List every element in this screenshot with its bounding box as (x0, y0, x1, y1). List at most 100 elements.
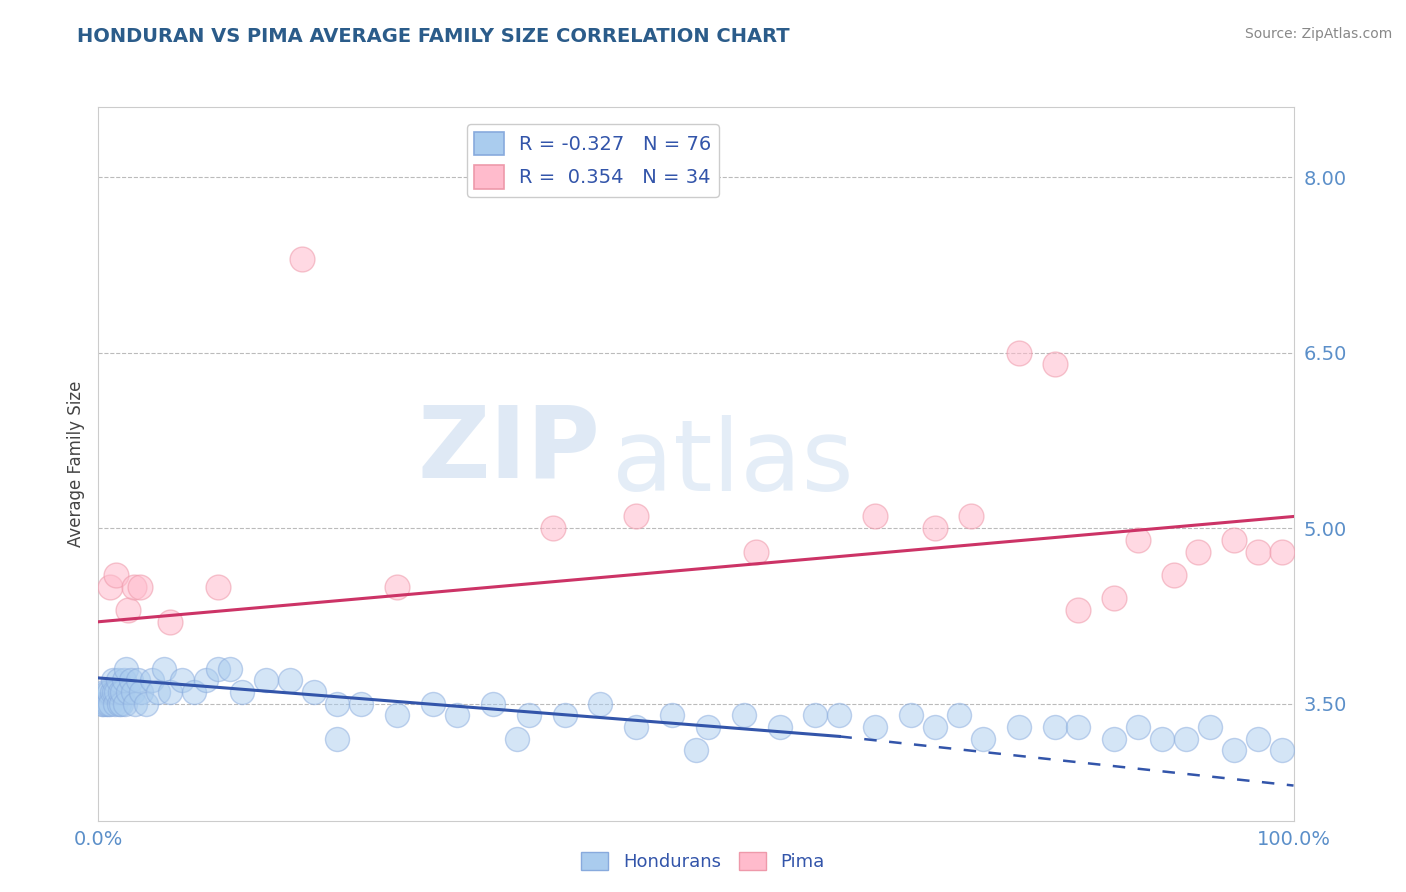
Point (124, 580, 146, 594)
Point (96, 685, 118, 699)
Point (541, 521, 564, 535)
Text: Source: ZipAtlas.com: Source: ZipAtlas.com (1244, 27, 1392, 41)
Point (589, 697, 612, 711)
Point (517, 708, 540, 723)
Point (1008, 345, 1031, 359)
Point (1247, 731, 1270, 746)
Point (828, 708, 851, 723)
Point (114, 697, 136, 711)
Legend: R = -0.327   N = 76, R =  0.354   N = 34: R = -0.327 N = 76, R = 0.354 N = 34 (467, 124, 720, 196)
Point (153, 662, 176, 676)
Point (326, 731, 349, 746)
Point (482, 697, 505, 711)
Point (302, 685, 325, 699)
Point (98, 580, 122, 594)
Point (326, 697, 349, 711)
Point (1187, 544, 1209, 558)
Point (1104, 731, 1126, 746)
Point (105, 568, 128, 582)
Point (948, 708, 970, 723)
Point (112, 673, 135, 688)
Point (733, 708, 755, 723)
Point (101, 673, 124, 688)
Point (107, 673, 129, 688)
Point (141, 673, 163, 688)
Point (159, 615, 181, 629)
Point (1163, 568, 1185, 582)
Point (111, 685, 134, 699)
Point (745, 544, 768, 558)
Text: ZIP: ZIP (418, 401, 600, 498)
Point (120, 673, 142, 688)
Point (107, 697, 129, 711)
Point (103, 685, 125, 699)
Text: atlas: atlas (613, 416, 853, 512)
Point (865, 509, 887, 524)
Text: HONDURAN VS PIMA AVERAGE FAMILY SIZE CORRELATION CHART: HONDURAN VS PIMA AVERAGE FAMILY SIZE COR… (77, 27, 790, 45)
Point (385, 708, 409, 723)
Point (1067, 720, 1090, 734)
Point (1008, 720, 1031, 734)
Point (219, 662, 242, 676)
Point (385, 580, 409, 594)
Point (124, 697, 146, 711)
Point (924, 720, 946, 734)
Point (626, 509, 648, 524)
Point (1043, 358, 1066, 372)
Point (172, 673, 194, 688)
Point (207, 580, 229, 594)
Point (626, 720, 648, 734)
Point (972, 731, 994, 746)
Point (122, 685, 145, 699)
Point (105, 685, 128, 699)
Point (195, 673, 218, 688)
Point (98, 697, 122, 711)
Point (104, 697, 127, 711)
Point (350, 697, 373, 711)
Point (900, 708, 922, 723)
Point (207, 662, 229, 676)
Point (769, 720, 792, 734)
Point (98, 685, 121, 699)
Point (135, 697, 157, 711)
Point (506, 731, 529, 746)
Point (100, 685, 122, 699)
Point (148, 685, 170, 699)
Point (110, 697, 132, 711)
Point (865, 720, 887, 734)
Point (129, 580, 152, 594)
Point (1067, 603, 1090, 617)
Point (91, 697, 114, 711)
Point (1223, 533, 1246, 547)
Point (117, 603, 139, 617)
Point (91, 697, 114, 711)
Point (115, 662, 138, 676)
Point (1271, 544, 1294, 558)
Point (1247, 544, 1270, 558)
Point (159, 685, 181, 699)
Point (97, 697, 120, 711)
Point (131, 685, 153, 699)
Point (183, 685, 205, 699)
Point (685, 743, 707, 757)
Point (127, 673, 149, 688)
Point (93, 685, 115, 699)
Point (231, 685, 253, 699)
Point (1128, 720, 1150, 734)
Point (108, 685, 131, 699)
Point (422, 697, 444, 711)
Point (1128, 533, 1150, 547)
Point (117, 685, 139, 699)
Point (1271, 743, 1294, 757)
Point (446, 708, 468, 723)
Point (1152, 731, 1174, 746)
Point (1223, 743, 1246, 757)
Point (697, 720, 720, 734)
Y-axis label: Average Family Size: Average Family Size (66, 381, 84, 547)
Point (924, 521, 946, 535)
Point (1175, 731, 1198, 746)
Point (278, 673, 301, 688)
Point (554, 708, 576, 723)
Point (94, 697, 117, 711)
Point (804, 708, 827, 723)
